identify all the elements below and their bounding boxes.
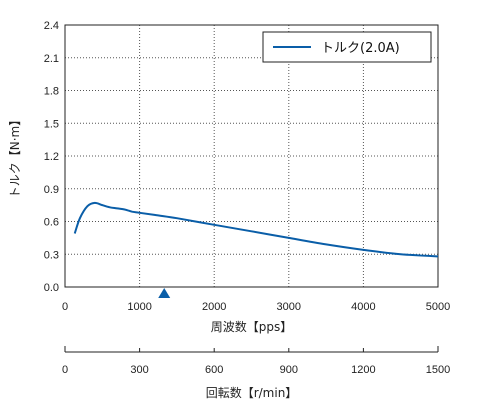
y-axis-ticks: 0.0 0.3 0.6 0.9 1.2 1.5 1.8 2.1 2.4	[44, 20, 59, 294]
x-tick-label: 0	[62, 301, 68, 313]
series-layer	[73, 201, 439, 258]
x-axis-title: 周波数【pps】	[211, 319, 293, 334]
y-tick-label: 1.5	[44, 118, 59, 130]
y-tick-label: 2.4	[44, 20, 59, 32]
rpm-axis-ticks: 0 300 600 900 1200 1500	[62, 346, 450, 376]
x-tick-label: 3000	[277, 301, 301, 313]
y-axis-title: トルク【N·m】	[8, 114, 22, 198]
grid	[65, 25, 438, 287]
rpm-tick-label: 1500	[426, 364, 450, 376]
y-tick-label: 1.8	[44, 86, 59, 98]
rpm-tick-label: 0	[62, 364, 68, 376]
rpm-axis-title: 回転数【r/min】	[206, 385, 298, 400]
y-tick-label: 1.2	[44, 151, 59, 163]
rpm-tick-label: 300	[130, 364, 148, 376]
legend-label: トルク(2.0A)	[321, 41, 400, 56]
series-line-torque	[73, 201, 439, 258]
x-tick-label: 1000	[127, 301, 151, 313]
y-tick-label: 2.1	[44, 53, 59, 65]
y-tick-label: 0.9	[44, 184, 59, 196]
x-tick-label: 5000	[426, 301, 450, 313]
x-tick-label: 2000	[202, 301, 226, 313]
plot-frame	[64, 24, 439, 288]
legend: トルク(2.0A)	[262, 31, 432, 63]
rpm-tick-label: 1200	[351, 364, 375, 376]
y-tick-label: 0.3	[44, 249, 59, 261]
x-tick-label: 4000	[351, 301, 375, 313]
y-tick-label: 0.6	[44, 217, 59, 229]
x-axis-ticks: 0 1000 2000 3000 4000 5000	[62, 301, 450, 313]
marker-triangle-icon	[158, 288, 171, 298]
y-tick-label: 0.0	[44, 282, 59, 294]
rpm-tick-label: 900	[280, 364, 298, 376]
rpm-axis: 0 300 600 900 1200 1500	[62, 346, 450, 376]
marker-layer	[158, 288, 171, 298]
rpm-tick-label: 600	[205, 364, 223, 376]
